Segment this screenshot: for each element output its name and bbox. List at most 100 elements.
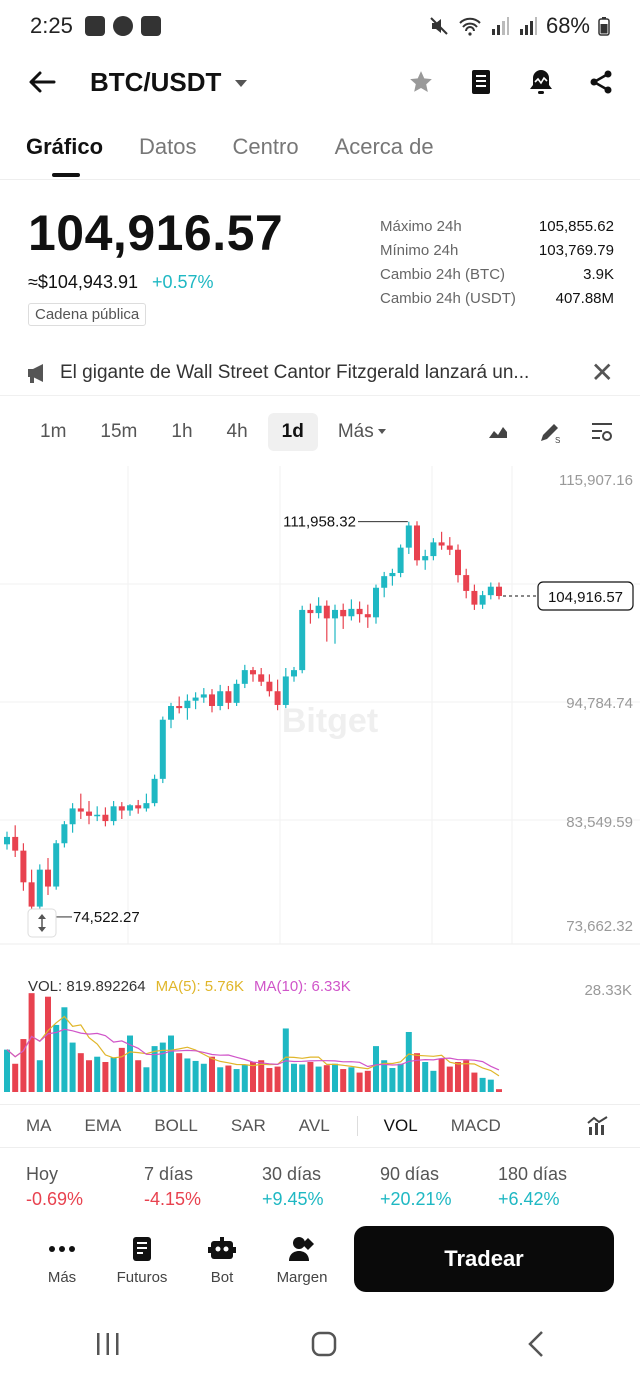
candle [299,609,306,671]
volume-bar [446,1066,453,1092]
candle [168,706,174,720]
volume-bar [430,1070,437,1092]
bot-button[interactable]: Bot [182,1235,262,1286]
interval-bar: 1m 15m 1h 4h 1d Más S [0,410,640,454]
candle [176,706,183,709]
stats-panel: Máximo 24h 105,855.62 Mínimo 24h 103,769.7… [380,214,614,310]
stat-vol-btc: Cambio 24h (BTC) 3.9K [380,265,614,283]
volume-bar [225,1065,232,1092]
settings-indicator-icon[interactable] [590,420,614,442]
volume-bar [356,1072,363,1092]
star-icon[interactable] [406,67,436,97]
tab-datos[interactable]: Datos [139,134,197,159]
indicator-avl[interactable]: AVL [298,1116,330,1135]
volume-bar [414,1053,420,1092]
volume-bar [241,1064,248,1092]
tab-grafico[interactable]: Gráfico [26,118,103,179]
volume-bar [332,1063,338,1092]
system-nav-bar [0,1318,640,1370]
interval-15m[interactable]: 15m [100,421,138,442]
candle [291,670,297,677]
candle [86,811,92,816]
home-icon[interactable] [310,1330,338,1358]
indicator-macd[interactable]: MACD [450,1116,501,1135]
candle [471,590,478,605]
volume-bar [496,1089,502,1092]
candle [430,542,437,557]
candle [496,586,502,597]
share-icon[interactable] [586,67,616,97]
news-text[interactable]: El gigante de Wall Street Cantor Fitzger… [60,361,530,383]
candle [36,869,43,907]
tab-centro[interactable]: Centro [232,134,299,159]
price-change: +0.57% [151,272,214,292]
draw-tool-icon[interactable]: S [538,420,562,444]
indicator-ema[interactable]: EMA [84,1116,122,1135]
volume-bar [479,1077,486,1092]
high-marker-label: 111,958.32 [283,514,356,531]
bottom-action-bar: Más Futuros Bot Margen Tradear [0,1226,640,1294]
margin-button[interactable]: Margen [262,1235,342,1286]
chart-type-icon[interactable] [486,420,510,442]
zoom-handle-icon[interactable] [27,908,57,938]
indicator-vol[interactable]: VOL [383,1116,418,1135]
volume-bar [118,1047,125,1092]
volume-bar [348,1067,355,1092]
volume-bar [373,1046,379,1092]
candle [487,586,494,596]
interval-more[interactable]: Más [324,413,400,451]
indicator-boll[interactable]: BOLL [154,1116,198,1135]
volume-bar [397,1063,404,1092]
more-button[interactable]: Más [22,1235,102,1286]
candle [184,700,191,709]
volume-bar [61,1007,68,1092]
news-bar[interactable]: El gigante de Wall Street Cantor Fitzger… [0,350,640,396]
more-icon [48,1235,76,1263]
back-nav-icon[interactable] [526,1330,546,1358]
indicator-bar: MA EMA BOLL SAR AVL VOL MACD [0,1104,640,1148]
stat-low-24h: Mínimo 24h 103,769.79 [380,241,614,259]
futures-button[interactable]: Futuros [102,1235,182,1286]
alert-bell-icon[interactable] [526,67,556,97]
candle [143,803,150,809]
recent-apps-icon[interactable] [94,1331,122,1357]
interval-1m[interactable]: 1m [40,421,67,442]
interval-4h[interactable]: 4h [226,421,248,442]
candle [258,674,265,682]
candle [463,575,470,591]
bot-icon [208,1235,236,1263]
volume-bar [323,1065,330,1092]
candle [364,614,371,618]
trade-button[interactable]: Tradear [354,1226,614,1292]
candle [233,683,240,703]
last-price-label: 104,916.57 [548,589,623,606]
interval-1h[interactable]: 1h [171,421,193,442]
app-header: BTC/USDT [0,52,640,112]
status-bar: 2:25 68% [0,0,640,52]
tab-acerca-de[interactable]: Acerca de [334,134,434,159]
back-arrow-icon[interactable] [24,64,60,100]
candle [356,608,363,615]
perf-7d: 7 días -4.15% [144,1164,202,1209]
notes-icon[interactable] [466,67,496,97]
volume-legend: VOL: 819.892264 MA(5): 5.76K MA(10): 6.3… [28,978,351,995]
indicator-ma[interactable]: MA [26,1116,52,1135]
volume-chart[interactable] [0,972,640,1094]
candle [389,572,396,577]
candle [266,681,273,692]
battery-percent: 68% [545,13,590,38]
y-axis-label: 94,784.74 [566,695,633,712]
chevron-down-icon[interactable] [235,79,248,87]
candle [422,556,429,561]
gallery-icon [84,16,105,36]
chain-tag[interactable]: Cadena pública [28,303,147,326]
candlestick-chart[interactable]: Bitget 115,907.16 94,784.74 83,549.59 73,66… [0,466,640,946]
tab-bar: Gráfico Datos Centro Acerca de [0,118,640,180]
indicator-settings-icon[interactable] [586,1115,610,1137]
interval-1d[interactable]: 1d [267,413,318,451]
pair-title[interactable]: BTC/USDT [90,66,222,97]
candle [45,869,51,887]
volume-bar [299,1064,306,1092]
indicator-sar[interactable]: SAR [230,1116,266,1135]
close-icon[interactable]: ✕ [590,356,614,388]
